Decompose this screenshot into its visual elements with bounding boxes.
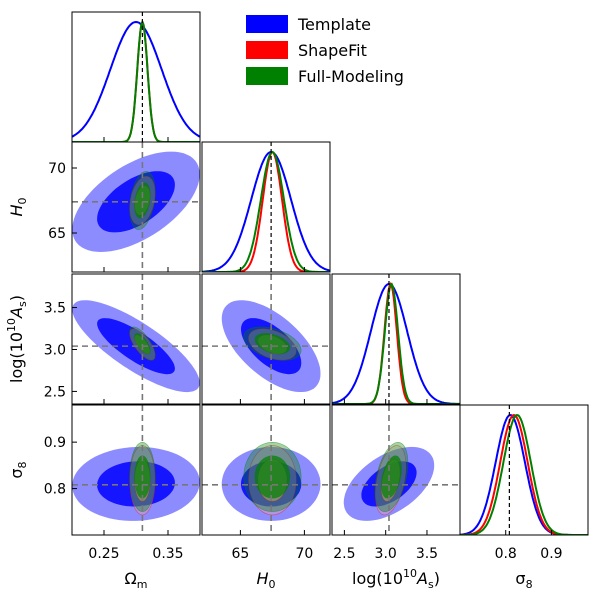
posterior-curve-template	[332, 282, 460, 404]
panel-content	[72, 405, 200, 535]
y-tick-label-H0: 65	[48, 226, 66, 242]
x-axis-label-H0-part: 0	[269, 578, 276, 591]
panel-H0-vs-logA	[201, 273, 331, 405]
contour-inner-full-modeling	[134, 333, 151, 355]
y-axis-label-logA-part: 10	[5, 318, 18, 332]
y-tick-label-H0: 70	[48, 161, 66, 177]
x-tick-label-logA: 3.5	[416, 546, 438, 562]
x-tick-label-logA: 3.0	[375, 546, 397, 562]
posterior-curve-template	[202, 150, 330, 272]
x-tick-label-logA: 2.5	[333, 546, 355, 562]
x-axis-label-sigma8: σ8	[515, 569, 532, 591]
panel-frame	[201, 404, 331, 536]
y-tick-label-logA: 3.5	[44, 301, 66, 317]
panel-content	[332, 405, 460, 535]
x-axis-label-H0: H0	[256, 569, 275, 591]
panel-content	[72, 12, 200, 142]
panel-content	[202, 405, 330, 535]
y-tick-label-logA: 2.5	[44, 384, 66, 400]
x-axis-label-Omega_m-part: Ω	[125, 569, 137, 588]
y-axis-label-sigma8-part: 8	[16, 461, 29, 468]
y-axis-label-sigma8-part: σ	[7, 468, 26, 478]
x-axis-label-logA-part: A	[416, 569, 428, 588]
y-tick-label-sigma8: 0.9	[44, 435, 66, 451]
panel-sigma8: 0.8 0.9	[459, 404, 589, 562]
panel-H0-vs-sigma8: 65 70	[201, 404, 331, 562]
contour-inner-full-modeling	[254, 333, 291, 355]
panel-content	[332, 274, 460, 404]
y-axis-label-logA-part: A	[7, 307, 26, 319]
x-axis-label-H0-part: H	[256, 569, 268, 588]
panel-Omega_m-vs-sigma8: 0.25 0.35 0.8 0.9	[44, 404, 201, 562]
x-tick-label-sigma8: 0.8	[495, 546, 517, 562]
x-axis-label-logA-part: 10	[403, 567, 417, 580]
x-tick-label-sigma8: 0.9	[540, 546, 562, 562]
x-tick-label-H0: 70	[295, 546, 313, 562]
x-axis-label-logA-part: )	[434, 569, 440, 588]
contour-inner-full-modeling	[381, 455, 402, 499]
panel-frame	[71, 273, 201, 405]
panel-content	[202, 274, 330, 404]
legend-swatch-shapefit	[246, 41, 288, 59]
x-axis-label-sigma8-part: σ	[515, 569, 525, 588]
x-axis-label-logA-part: log(10	[352, 569, 403, 588]
contour-inner-full-modeling	[134, 182, 151, 219]
y-axis-label-logA: log(1010As)	[5, 295, 29, 383]
panel-frame	[331, 273, 461, 405]
y-axis-label-logA-part: )	[7, 295, 26, 301]
y-axis-label-H0: H0	[7, 197, 29, 216]
x-axis-label-logA-part: s	[428, 578, 434, 591]
y-axis-label-logA-part: log(10	[7, 332, 26, 383]
panel-logA-vs-sigma8: 2.5 3.0 3.5	[331, 404, 461, 562]
panel-content	[202, 142, 330, 272]
y-tick-label-logA: 3.0	[44, 342, 66, 358]
posterior-curve-shapefit	[332, 282, 460, 404]
posterior-curve-full-modeling	[332, 282, 460, 404]
x-tick-label-H0: 65	[231, 546, 249, 562]
panel-content	[460, 405, 588, 535]
x-axis-label-sigma8-part: 8	[526, 578, 533, 591]
panel-logA	[331, 273, 461, 405]
posterior-curve-full-modeling	[72, 19, 200, 142]
x-tick-label-Omega_m: 0.35	[152, 546, 183, 562]
legend-swatch-full-modeling	[246, 67, 288, 85]
panel-Omega_m	[71, 11, 201, 143]
y-tick-label-sigma8: 0.8	[44, 482, 66, 498]
legend-label-full-modeling: Full-Modeling	[298, 67, 404, 86]
legend: Template ShapeFit Full-Modeling	[246, 15, 404, 86]
posterior-curve-full-modeling	[202, 150, 330, 272]
y-axis-label-H0-part: 0	[16, 197, 29, 204]
panel-frame	[201, 273, 331, 405]
panel-Omega_m-vs-logA: 2.5 3.0 3.5	[44, 273, 201, 405]
y-axis-label-logA-part: s	[16, 301, 29, 307]
panel-content	[72, 274, 200, 404]
legend-label-template: Template	[297, 15, 371, 34]
x-axis-label-Omega_m: Ωm	[125, 569, 148, 591]
x-tick-label-Omega_m: 0.25	[88, 546, 119, 562]
panel-frame	[71, 141, 201, 273]
x-axis-label-Omega_m-part: m	[137, 578, 148, 591]
posterior-curve-full-modeling	[460, 414, 588, 535]
panels: 65 70 2.5 3.0 3.5 0.25 0.35 0.8 0.9 65 70 2.5 3.0 3.5…	[5, 11, 589, 591]
posterior-curve-template	[72, 20, 200, 138]
y-axis-label-sigma8: σ8	[7, 461, 29, 478]
panel-frame	[201, 141, 331, 273]
panel-Omega_m-vs-H0: 65 70	[48, 141, 201, 273]
contour-inner-full-modeling	[254, 455, 291, 499]
x-axis-label-logA: log(1010As)	[352, 567, 440, 591]
panel-content	[72, 142, 200, 272]
panel-frame	[71, 404, 201, 536]
legend-label-shapefit: ShapeFit	[298, 41, 367, 60]
legend-swatch-template	[246, 15, 288, 33]
y-axis-label-H0-part: H	[7, 204, 26, 216]
panel-frame	[459, 404, 589, 536]
panel-H0	[201, 141, 331, 273]
